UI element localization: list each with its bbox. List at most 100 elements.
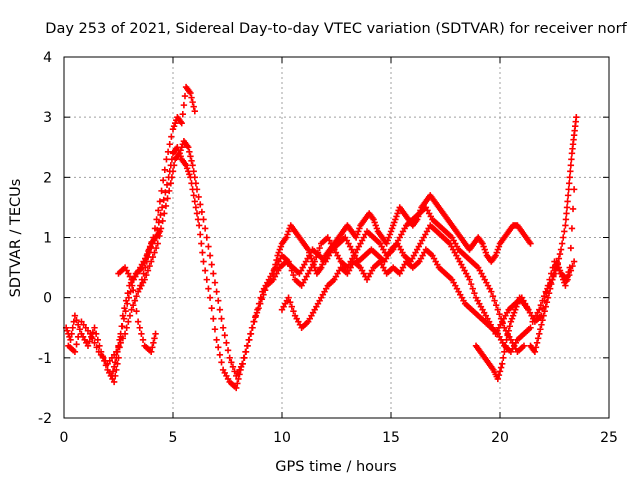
series-track-6 [270,192,534,277]
data-point [159,217,166,225]
data-point [540,312,547,319]
y-tick-label: -1 [38,351,52,367]
data-point [124,300,131,307]
data-point [568,156,575,163]
series-track-4 [115,264,159,356]
data-point [271,265,278,273]
data-point [192,204,200,211]
data-point [205,243,212,250]
data-point [548,280,555,288]
data-point [182,162,190,169]
data-point [466,276,473,283]
data-point [114,348,121,356]
data-point [119,323,126,330]
data-point [254,306,261,313]
data-point [113,354,120,362]
data-point [562,216,570,223]
data-point [561,228,568,235]
data-point [565,268,572,276]
data-point [164,195,171,202]
data-point [556,250,564,258]
data-point [563,277,570,285]
y-tick-label: 0 [43,291,52,307]
data-point [200,216,207,223]
data-point [570,258,578,265]
data-point [311,264,318,271]
data-point [198,208,206,216]
data-point [218,315,225,322]
data-point [186,148,193,155]
data-point [494,306,502,313]
data-point [354,231,361,238]
data-point [386,231,394,238]
data-point [165,187,173,195]
data-point [499,320,506,327]
data-point [566,180,573,187]
data-point [495,243,503,250]
data-point [125,318,132,325]
data-point [218,359,225,366]
data-point [567,168,574,175]
data-point [554,261,561,268]
data-point [488,288,495,295]
data-point [491,297,498,304]
data-point [284,231,291,238]
data-point [493,249,500,256]
data-point [546,285,554,292]
data-point [162,189,169,196]
data-point [480,243,487,250]
data-point [168,174,176,181]
data-point [389,222,397,229]
data-point [539,297,546,304]
data-point [197,201,204,208]
data-point [562,282,569,289]
data-point [64,327,71,334]
data-point [415,213,422,220]
data-point [246,336,253,343]
data-point [286,262,294,270]
data-point [525,306,532,313]
data-point [502,342,509,349]
data-point [247,330,255,337]
data-point [393,213,400,220]
data-point [138,276,146,283]
data-point [494,375,502,383]
data-point [143,258,151,265]
data-point [149,344,156,351]
data-point [308,255,315,262]
data-point [551,267,558,274]
data-point [242,348,250,356]
y-tick-labels: -2 -1 0 1 2 3 4 [38,50,52,427]
data-point [565,186,572,193]
data-point [373,225,381,232]
data-point [155,207,162,214]
data-point [319,261,326,268]
data-point [285,294,292,301]
data-point [167,180,175,187]
data-point [180,101,188,109]
data-point [116,336,123,343]
series-track-3 [108,83,198,380]
data-point [187,153,194,160]
data-point [276,246,284,253]
data-point [197,231,204,238]
data-point [275,249,282,256]
data-point [495,371,503,379]
data-point [307,252,314,259]
data-point [255,300,263,307]
data-point [537,326,544,333]
data-point [131,297,139,304]
data-point [203,234,210,241]
data-point [120,315,128,322]
data-point [527,324,534,331]
data-point [290,308,297,315]
data-point [501,348,508,356]
data-point [557,246,565,253]
data-point [356,225,363,232]
series-track-5 [137,228,164,289]
data-point [564,273,571,280]
series-track-10 [527,186,578,356]
data-point [68,330,75,337]
data-point [321,255,328,262]
